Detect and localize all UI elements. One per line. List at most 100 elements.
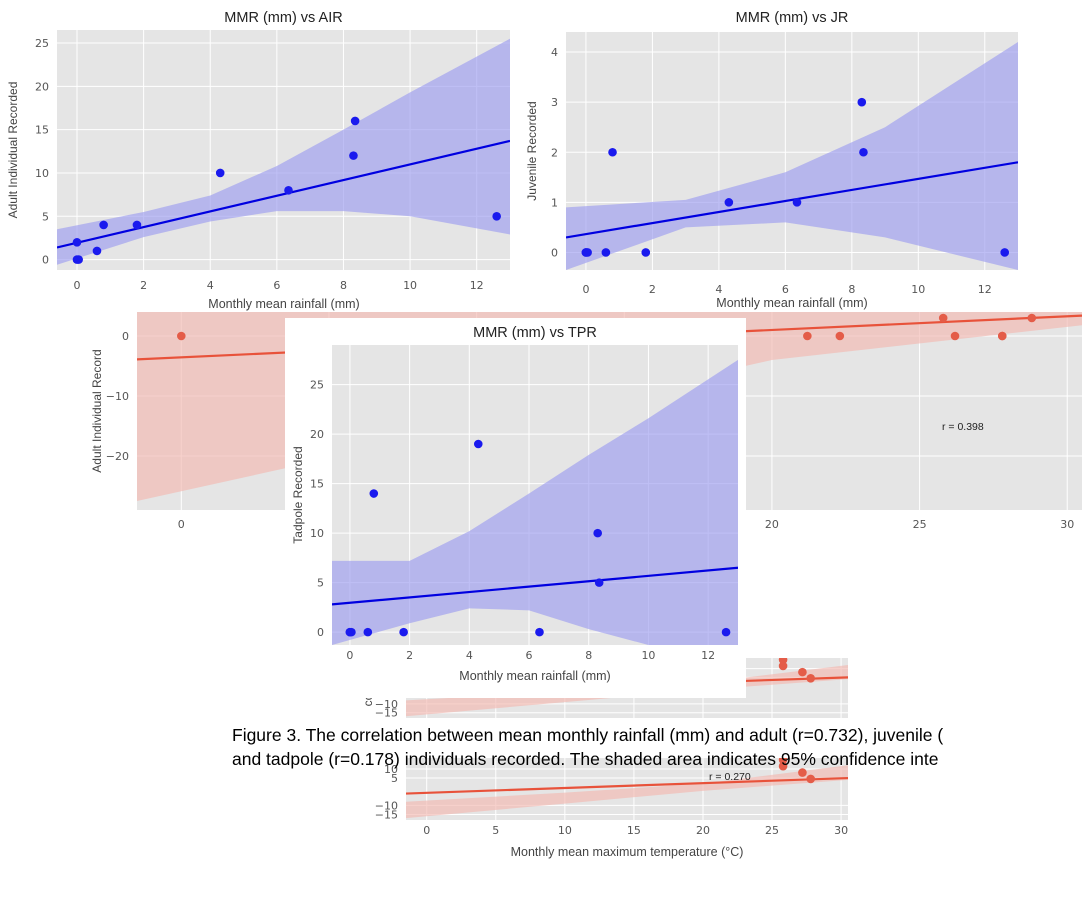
data-point <box>798 667 807 677</box>
y-tick-label: −10 <box>375 799 398 812</box>
x-tick-label: 10 <box>403 279 417 292</box>
chart-title: MMR (mm) vs AIR <box>224 10 342 26</box>
x-tick-label: 0 <box>423 824 430 837</box>
correlation-annotation: r = 0.270 <box>709 771 751 783</box>
y-tick-label: −15 <box>375 809 398 822</box>
y-axis-label: Juvenile Recorded <box>525 101 539 200</box>
y-tick-label: 5 <box>391 772 398 785</box>
data-point <box>72 237 82 247</box>
data-point <box>92 246 102 256</box>
data-point <box>798 768 807 777</box>
y-tick-label: 0 <box>551 246 558 259</box>
x-tick-label: 10 <box>911 283 925 296</box>
data-point <box>1000 248 1010 257</box>
regression-line <box>566 161 1018 239</box>
x-tick-label: 25 <box>913 518 927 531</box>
chart-panel-air: 0 5 10 15 20 25 0 2 4 6 8 10 12 Monthly mean rainfall… <box>0 0 516 311</box>
y-tick-label: 4 <box>551 46 558 59</box>
data-point <box>778 761 788 771</box>
x-tick-label: 10 <box>641 649 655 662</box>
x-tick-label: 2 <box>140 279 147 292</box>
data-point <box>641 248 651 257</box>
data-point <box>778 661 788 671</box>
x-tick-label: 6 <box>782 283 789 296</box>
y-tick-label: −10 <box>375 698 398 711</box>
x-tick-label: 25 <box>765 824 779 837</box>
x-tick-label: 5 <box>492 824 499 837</box>
data-point <box>938 313 948 323</box>
x-tick-label: 0 <box>346 649 353 662</box>
data-point <box>1027 313 1037 323</box>
data-point <box>347 627 356 637</box>
chart-title: MMR (mm) vs TPR <box>473 325 597 341</box>
y-tick-label: 25 <box>310 379 324 392</box>
confidence-band <box>57 38 510 265</box>
y-tick-label: 0 <box>317 626 324 639</box>
x-tick-label: 6 <box>273 279 280 292</box>
x-tick-label: 2 <box>406 649 413 662</box>
x-tick-label: 6 <box>526 649 533 662</box>
y-tick-label: −15 <box>375 707 398 720</box>
data-point <box>349 151 358 160</box>
data-point <box>859 147 868 157</box>
y-tick-label: 10 <box>35 167 49 180</box>
data-point <box>176 331 186 341</box>
data-point <box>492 211 501 221</box>
data-point <box>792 198 802 207</box>
x-tick-label: 4 <box>466 649 473 662</box>
x-axis-label: Monthly mean rainfall (mm) <box>459 669 610 683</box>
data-point <box>724 198 734 207</box>
y-tick-label: 5 <box>317 577 324 590</box>
data-point <box>132 220 142 230</box>
data-point <box>473 439 483 449</box>
x-tick-label: 8 <box>848 283 855 296</box>
data-point <box>350 116 360 126</box>
x-tick-label: 20 <box>696 824 710 837</box>
x-tick-label: 10 <box>558 824 572 837</box>
x-tick-label: 12 <box>470 279 484 292</box>
chart-title: MMR (mm) vs JR <box>736 10 849 26</box>
confidence-band <box>332 359 738 645</box>
data-point <box>593 528 602 538</box>
x-tick-label: 2 <box>649 283 656 296</box>
y-tick-label: 0 <box>122 330 129 343</box>
y-tick-label: 20 <box>310 428 324 441</box>
y-tick-label: 5 <box>42 210 49 223</box>
regression-line <box>406 776 848 795</box>
x-axis-label: Monthly mean rainfall (mm) <box>716 296 867 310</box>
y-tick-label: 10 <box>384 763 398 776</box>
confidence-band <box>566 42 1018 270</box>
y-axis-label: Adult Individual Record <box>90 349 104 472</box>
regression-line <box>57 139 510 249</box>
y-tick-label: −10 <box>106 390 129 403</box>
data-point <box>284 185 293 195</box>
data-point <box>950 331 960 341</box>
y-tick-label: 15 <box>35 124 49 137</box>
data-point <box>583 248 592 257</box>
y-tick-label: 2 <box>551 146 558 159</box>
x-tick-label: 4 <box>207 279 214 292</box>
data-point <box>601 248 611 257</box>
chart-panel-tpr: 0 5 10 15 20 25 0 2 4 6 8 10 12 Monthly mean rainfall… <box>285 318 746 698</box>
x-tick-label: 8 <box>340 279 347 292</box>
x-tick-label: 12 <box>701 649 715 662</box>
data-point <box>806 673 816 683</box>
x-tick-label: 8 <box>585 649 592 662</box>
figure-caption: Figure 3. The correlation between mean m… <box>232 723 1088 771</box>
data-point <box>215 168 225 178</box>
confidence-band <box>406 765 848 819</box>
data-point <box>99 220 108 230</box>
data-point <box>608 147 617 157</box>
x-tick-label: 15 <box>627 824 641 837</box>
data-point <box>74 255 83 264</box>
caption-line-1: Figure 3. The correlation between mean m… <box>232 725 944 745</box>
y-axis-label: Tadpole Recorded <box>291 446 305 543</box>
x-tick-label: 0 <box>582 283 589 296</box>
x-tick-label: 20 <box>765 518 779 531</box>
data-point <box>806 774 816 784</box>
y-tick-label: 10 <box>310 527 324 540</box>
caption-line-2: and tadpole (r=0.178) individuals record… <box>232 749 939 769</box>
data-point <box>835 331 845 341</box>
